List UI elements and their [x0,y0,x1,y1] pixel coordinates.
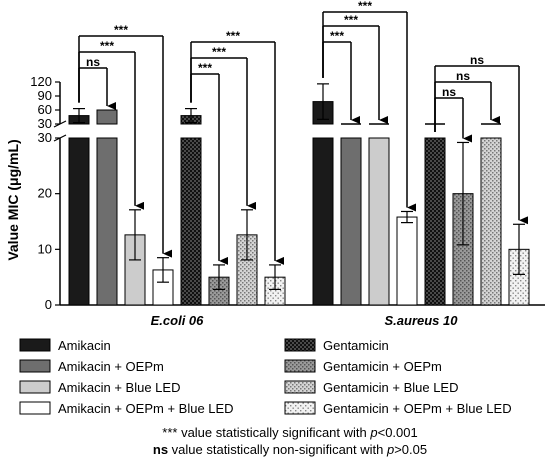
y-tick-label: 20 [38,186,52,201]
bar-e-coli-06-0 [68,137,90,306]
group-label-0: E.coli 06 [151,313,205,328]
footnote-1: ns value statistically non-significant w… [153,442,427,457]
bar-s-aureus-10-0 [312,137,334,306]
legend-swatch [19,380,51,394]
sig-label: *** [114,23,128,37]
legend-swatch [19,401,51,415]
sig-label: *** [344,13,358,27]
y-tick-label: 60 [38,102,52,117]
sig-label: *** [198,61,212,75]
group-label-1: S.aureus 10 [385,313,459,328]
sig-label: *** [358,0,372,13]
legend-label: Gentamicin + OEPm + Blue LED [323,401,512,416]
y-tick-label: 90 [38,88,52,103]
legend-swatch [284,380,316,394]
legend-swatch [284,338,316,352]
sig-label: ns [86,55,100,69]
y-tick-label: 30 [38,116,52,131]
legend-swatch [19,359,51,373]
y-tick-label: 30 [38,130,52,145]
sig-label: *** [100,39,114,53]
y-tick-label: 10 [38,241,52,256]
footnote-0: *** value statistically significant with… [162,425,417,440]
legend-swatch [19,338,51,352]
legend-swatch [284,359,316,373]
sig-label: ns [456,69,470,83]
bar-3 [396,216,418,306]
sig-label: *** [330,29,344,43]
bar-e-coli-06-4 [180,137,202,306]
bar-e-coli-06-1 [96,137,118,306]
y-axis-label: Value MIC (μg/mL) [5,139,21,260]
legend-label: Amikacin [58,338,111,353]
legend-label: Gentamicin + OEPm [323,359,442,374]
y-tick-label: 0 [45,297,52,312]
sig-label: *** [226,29,240,43]
sig-label: ns [470,53,484,67]
legend-label: Amikacin + OEPm [58,359,164,374]
bar-1 [340,137,362,306]
bar-4 [424,137,446,306]
legend-label: Gentamicin [323,338,389,353]
bar-2 [368,137,390,306]
sig-label: ns [442,85,456,99]
legend-label: Amikacin + Blue LED [58,380,180,395]
legend-label: Amikacin + OEPm + Blue LED [58,401,234,416]
legend-label: Gentamicin + Blue LED [323,380,458,395]
y-tick-label: 120 [30,74,52,89]
legend-swatch [284,401,316,415]
sig-label: *** [212,45,226,59]
bar-6 [480,137,502,306]
bar-upper-1 [96,109,118,125]
